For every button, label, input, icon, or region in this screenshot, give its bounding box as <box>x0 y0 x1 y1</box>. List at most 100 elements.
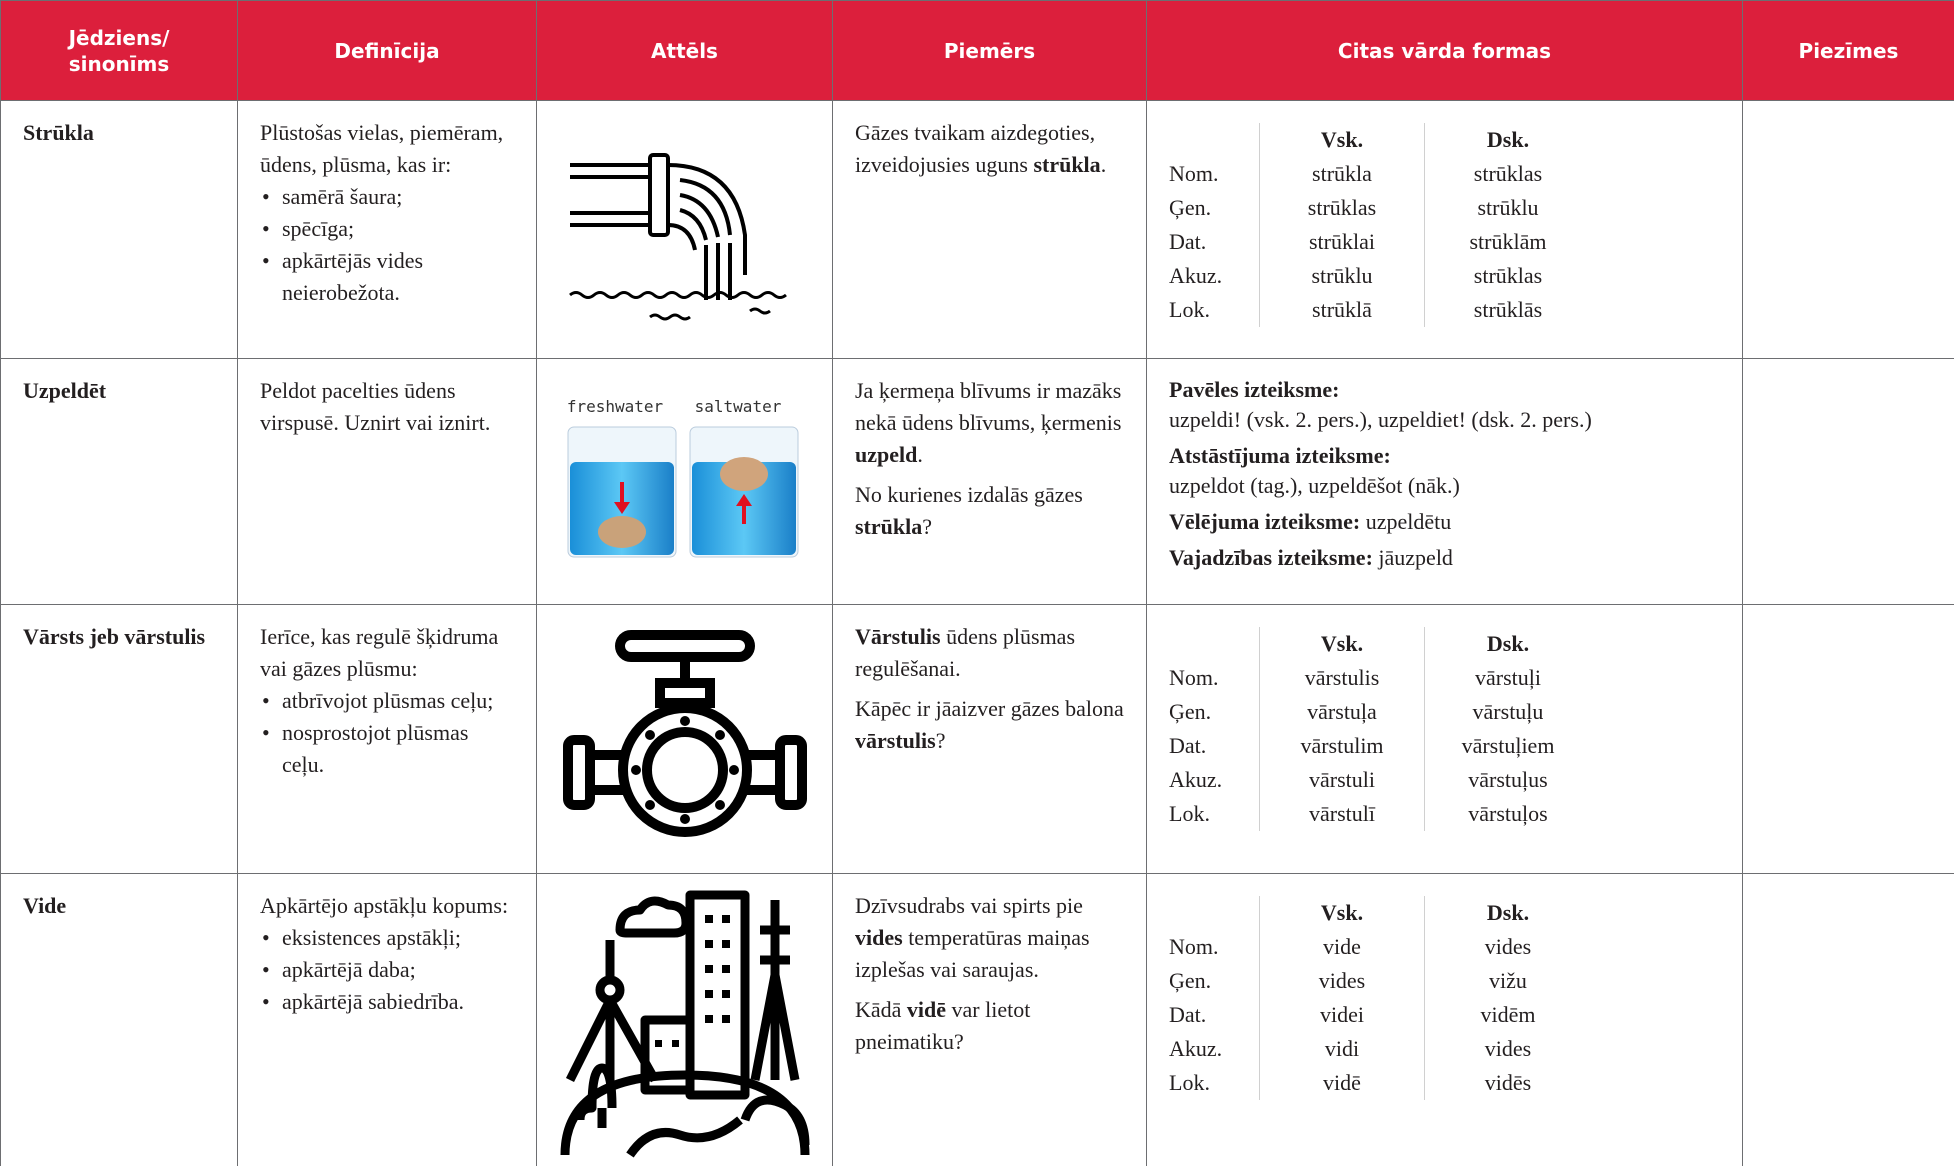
illustration-part <box>597 516 646 548</box>
term-cell: Strūkla <box>0 100 238 359</box>
definition-intro: Peldot pacelties ūdens virspusē. Uznirt … <box>260 378 491 435</box>
illustration-part <box>748 307 771 315</box>
case-form: vidē <box>1259 1066 1424 1100</box>
mood-label: Atstāstījuma izteiksme: <box>1169 443 1391 468</box>
forms-grid: Vsk. Dsk. Nom. vārstulis vārstuļi Ģen. vārstuļ… <box>1169 627 1720 831</box>
definition-bullet: atbrīvojot plūsmas ceļu; <box>260 685 514 717</box>
image-cell <box>536 604 833 874</box>
forms-grid: Vsk. Dsk. Nom. vide vides Ģen. vides vižu Dat. vi… <box>1169 896 1720 1100</box>
illustration-part <box>562 629 807 837</box>
forms-cell: Pavēles izteiksme: uzpeldi! (vsk. 2. per… <box>1146 358 1743 605</box>
definition-list: eksistences apstākļi;apkārtējā daba;apkā… <box>260 922 514 1018</box>
illustration-part <box>654 1040 662 1047</box>
case-form: videi <box>1259 998 1424 1032</box>
illustration-part <box>714 799 725 810</box>
illustration-part <box>679 193 720 238</box>
case-name: Dat. <box>1169 1002 1207 1027</box>
mood: Vēlējuma izteiksme: uzpeldētu <box>1169 507 1720 537</box>
case-name: Lok. <box>1169 801 1210 826</box>
case-form: strūklas <box>1424 259 1591 293</box>
example-text: var lietot pneimatiku? <box>855 997 1031 1054</box>
forms-corner <box>1169 627 1259 661</box>
illustration-part <box>685 890 749 1100</box>
case-form: vidi <box>1259 1032 1424 1066</box>
case-name: Ģen. <box>1169 699 1212 724</box>
case-form: vārstuļiem <box>1424 729 1591 763</box>
illustration-part <box>721 1015 730 1023</box>
example-text: ? <box>922 514 933 539</box>
illustration-part <box>678 208 708 241</box>
case-name: Nom. <box>1169 934 1219 959</box>
example-paragraph: Kādā vidē var lietot pneimatiku? <box>855 994 1124 1058</box>
case-form: vides <box>1424 1032 1591 1066</box>
illustration-part <box>613 502 630 514</box>
example-text: No kurienes izdalās gāzes <box>855 482 1083 507</box>
illustration-part <box>614 629 755 662</box>
definition-bullet: samērā šaura; <box>260 181 514 213</box>
definition-bullet: apkārtējā daba; <box>260 954 514 986</box>
case-form: strūklās <box>1424 293 1591 327</box>
case-form: vārstuļos <box>1424 797 1591 831</box>
definition-list: atbrīvojot plūsmas ceļu;nosprostojot plū… <box>260 685 514 781</box>
case-form: strūklu <box>1424 191 1591 225</box>
illustration-part <box>721 915 730 923</box>
case-name: Lok. <box>1169 297 1210 322</box>
case-name: Akuz. <box>1169 1036 1223 1061</box>
case-form: vārstuļu <box>1424 695 1591 729</box>
case-form: strūklai <box>1259 225 1424 259</box>
forms-grid: Vsk. Dsk. Nom. strūkla strūklas Ģen. strūklas s… <box>1169 123 1720 327</box>
example-paragraph: Ja ķermeņa blīvums ir mazāks nekā ūdens … <box>855 375 1124 471</box>
definition-cell: Apkārtējo apstākļu kopums: eksistences ap… <box>237 873 537 1166</box>
table-row: Strūkla Plūstošas vielas, piemēram, ūdens… <box>0 100 1954 359</box>
illustration-part <box>774 734 807 810</box>
example-paragraph: Vārstulis ūdens plūsmas regulēšanai. <box>855 621 1124 685</box>
example-text: ? <box>935 728 946 753</box>
mood: Vajadzības izteiksme: jāuzpeld <box>1169 543 1720 573</box>
illustration-part <box>644 729 655 740</box>
case-form: vides <box>1259 964 1424 998</box>
mood-label: Vēlējuma izteiksme: <box>1169 509 1361 534</box>
forms-corner <box>1169 123 1259 157</box>
forms-column-header: Dsk. <box>1424 896 1591 930</box>
table-row: Vide Apkārtējo apstākļu kopums: eksistence… <box>0 873 1954 1166</box>
illustration-part <box>647 153 670 237</box>
illustration-part <box>704 1015 713 1023</box>
illustration-part <box>568 291 787 299</box>
illustration-part <box>679 813 690 824</box>
example-text: . <box>1100 152 1107 177</box>
case-form: vārstulī <box>1259 797 1424 831</box>
example-bold: uzpeld <box>855 442 918 467</box>
case-form: strūkla <box>1259 157 1424 191</box>
case-form: vārstulis <box>1259 661 1424 695</box>
illustration-part <box>560 890 809 1158</box>
forms-column-header: Vsk. <box>1259 627 1424 661</box>
example-paragraph: No kurienes izdalās gāzes strūkla? <box>855 479 1124 543</box>
case-form: vārstulim <box>1259 729 1424 763</box>
forms-cell: Vsk. Dsk. Nom. vide vides Ģen. vides vižu Dat. vi… <box>1146 873 1743 1166</box>
case-form: vārstuļa <box>1259 695 1424 729</box>
forms-column-header: Dsk. <box>1424 627 1591 661</box>
illustration-part <box>667 163 747 275</box>
case-form: strūklām <box>1424 225 1591 259</box>
example-bold: vides <box>855 925 903 950</box>
illustration-part <box>615 896 690 938</box>
case-form: strūklu <box>1259 259 1424 293</box>
example-bold: strūkla <box>1033 152 1101 177</box>
example-text: Dzīvsudrabs vai spirts pie <box>855 893 1083 918</box>
table-row: Vārsts jeb vārstulis Ierīce, kas regulē š… <box>0 604 1954 874</box>
example-cell: Dzīvsudrabs vai spirts pie vides tempera… <box>832 873 1147 1166</box>
notes-cell <box>1742 873 1954 1166</box>
mood-label: Pavēles izteiksme: <box>1169 377 1340 402</box>
illustration <box>562 629 807 837</box>
image-label: saltwater <box>694 397 781 416</box>
case-form: strūklā <box>1259 293 1424 327</box>
illustration <box>568 153 787 321</box>
illustration-part <box>644 799 655 810</box>
case-name: Nom. <box>1169 665 1219 690</box>
example-text: Kāpēc ir jāaizver gāzes balona <box>855 696 1124 721</box>
example-paragraph: Kāpēc ir jāaizver gāzes balona vārstulis… <box>855 693 1124 757</box>
illustration-part <box>630 764 641 775</box>
